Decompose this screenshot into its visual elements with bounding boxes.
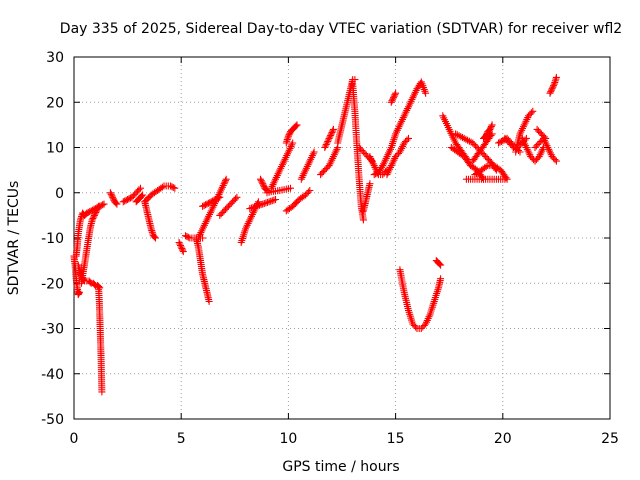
series-arc-50 (533, 125, 550, 142)
x-tick-label: 5 (177, 431, 186, 447)
series-arc-36 (396, 266, 445, 332)
plus-markers (546, 73, 560, 97)
y-tick-label: -40 (41, 367, 64, 383)
plus-markers (432, 257, 445, 269)
plus-markers (533, 125, 550, 142)
plus-markers (199, 193, 224, 210)
y-tick-label: 0 (55, 186, 64, 202)
y-tick-label: -20 (41, 276, 64, 292)
plus-markers (282, 121, 301, 147)
plus-markers (216, 193, 241, 219)
x-axis-label: GPS time / hours (282, 459, 399, 475)
series-arc-34 (383, 134, 412, 179)
plus-markers (512, 107, 537, 156)
series-arc-29 (349, 80, 367, 224)
plus-markers (480, 121, 496, 142)
plus-markers (317, 144, 342, 179)
plus-markers (106, 189, 121, 208)
plus-markers (383, 134, 412, 179)
series-arc-27 (321, 125, 337, 151)
x-tick-label: 15 (387, 431, 405, 447)
y-tick-label: -30 (41, 322, 64, 338)
x-tick-label: 10 (279, 431, 297, 447)
series-arc-42 (469, 130, 496, 165)
y-tick-label: 20 (46, 95, 64, 111)
plus-markers (263, 184, 294, 197)
series-arc-17 (216, 193, 241, 219)
y-tick-label: 30 (46, 50, 64, 66)
plus-markers (471, 162, 511, 183)
series-arc-6 (95, 284, 106, 396)
y-tick-labels: -50 -40 -30 -20 -10 0 10 20 30 (41, 50, 64, 428)
plus-markers (95, 284, 106, 396)
series-arc-44 (480, 121, 496, 142)
grid (74, 57, 610, 419)
plus-markers (359, 180, 374, 215)
series-arc-51 (546, 73, 560, 97)
series-arc-25 (297, 148, 318, 183)
series-arc-5 (78, 202, 103, 287)
series-arc-2 (72, 209, 91, 260)
plus-markers (141, 198, 159, 242)
y-tick-label: -50 (41, 412, 64, 428)
series-arc-9 (132, 191, 147, 206)
plus-markers (119, 184, 144, 206)
plus-markers (349, 80, 367, 224)
plus-markers (282, 187, 314, 215)
data-points (70, 73, 560, 396)
plus-markers (387, 89, 400, 106)
plus-markers (370, 78, 430, 179)
plus-markers (192, 234, 213, 305)
plus-markers (469, 130, 496, 165)
plus-markers (518, 134, 547, 165)
series-arc-41 (462, 175, 509, 183)
x-tick-label: 25 (601, 431, 619, 447)
series-arc-8 (119, 184, 144, 206)
series-arc-31 (359, 180, 374, 215)
series-arc-23 (282, 121, 301, 147)
series-arc-35 (387, 89, 400, 106)
plus-markers (321, 125, 337, 151)
y-axis-label: SDTVAR / TECUs (6, 181, 22, 296)
chart-title: Day 335 of 2025, Sidereal Day-to-day VTE… (60, 21, 622, 37)
plus-markers (132, 191, 147, 206)
series-arc-47 (512, 107, 537, 156)
series-arc-33 (370, 78, 430, 179)
x-tick-labels: 0 5 10 15 20 25 (70, 431, 619, 447)
plus-markers (78, 202, 103, 287)
series-arc-19 (246, 196, 279, 213)
tick-marks (73, 56, 611, 420)
plus-markers (396, 266, 445, 332)
plus-markers (175, 239, 187, 256)
series-arc-21 (263, 184, 294, 197)
series-arc-7 (106, 189, 121, 208)
series-arc-43 (471, 162, 511, 183)
y-tick-label: 10 (46, 141, 64, 157)
plus-markers (141, 182, 179, 206)
series-arc-10 (141, 198, 159, 242)
series-arc-12 (175, 239, 187, 256)
plus-markers (462, 175, 509, 183)
series-arc-11 (141, 182, 179, 206)
plus-markers (72, 209, 91, 260)
series-arc-26 (317, 144, 342, 179)
plus-markers (267, 139, 297, 192)
series-arc-16 (199, 193, 224, 210)
series-arc-22 (267, 139, 297, 192)
plus-markers (246, 196, 279, 213)
series-arc-48 (518, 134, 547, 165)
series-arc-37 (432, 257, 445, 269)
y-tick-label: -10 (41, 231, 64, 247)
plus-markers (297, 148, 318, 183)
x-tick-label: 20 (494, 431, 512, 447)
x-tick-label: 0 (70, 431, 79, 447)
series-arc-24 (282, 187, 314, 215)
series-arc-14 (192, 234, 213, 305)
